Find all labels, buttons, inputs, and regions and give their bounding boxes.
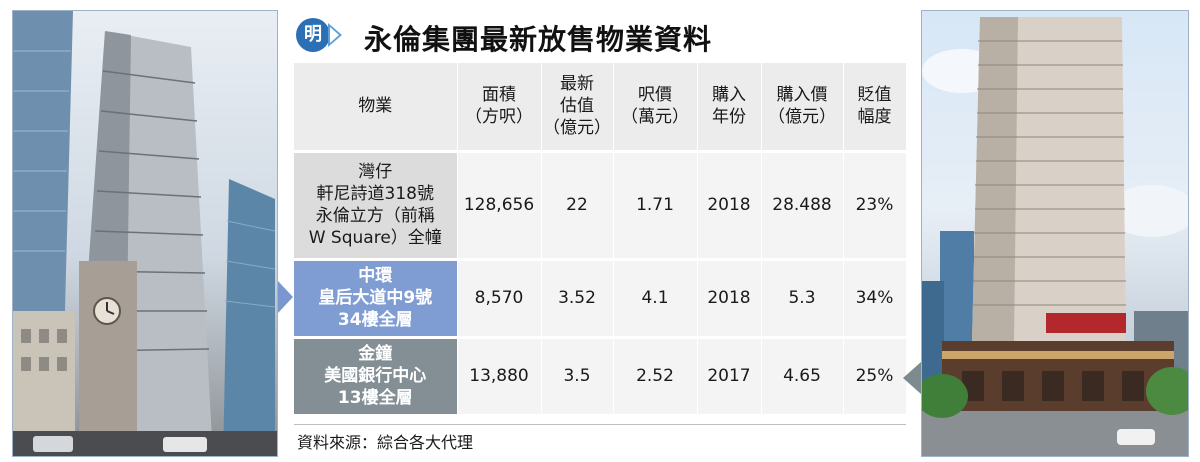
property-name-cell: 金鐘 美國銀行中心 13樓全層 [294,337,458,417]
table-bottom-divider [294,424,906,425]
col-header-valuation: 最新 估值 （億元） [541,63,614,153]
area-cell: 8,570 [457,259,542,339]
page-title: 永倫集團最新放售物業資料 [364,23,713,56]
pointer-arrow-left [278,281,293,313]
price-cell: 5.3 [761,259,844,339]
year-cell: 2018 [697,151,762,261]
area-cell: 13,880 [457,337,542,417]
table-row: 灣仔 軒尼詩道318號 永倫立方（前稱 W Square）全幢 128,656 … [294,151,907,261]
year-cell: 2017 [697,337,762,417]
area-cell: 128,656 [457,151,542,261]
pointer-arrow-right [903,362,921,394]
price-cell: 28.488 [761,151,844,261]
newspaper-badge-icon: 明 [296,18,330,52]
psf-cell: 2.52 [613,337,698,417]
col-header-year: 購入 年份 [697,63,762,153]
psf-cell: 4.1 [613,259,698,339]
table-row: 金鐘 美國銀行中心 13樓全層 13,880 3.5 2.52 2017 4.6… [294,337,907,417]
photo-w-square-building [12,10,278,457]
valuation-cell: 3.5 [541,337,614,417]
depreciation-cell: 34% [843,259,907,339]
valuation-cell: 3.52 [541,259,614,339]
psf-cell: 1.71 [613,151,698,261]
valuation-cell: 22 [541,151,614,261]
depreciation-cell: 23% [843,151,907,261]
year-cell: 2018 [697,259,762,339]
source-note: 資料來源：綜合各大代理 [297,433,474,452]
property-name-cell: 灣仔 軒尼詩道318號 永倫立方（前稱 W Square）全幢 [294,151,458,261]
property-name-cell: 中環 皇后大道中9號 34樓全層 [294,259,458,339]
col-header-price: 購入價 （億元） [761,63,844,153]
photo-bank-of-america-tower [921,10,1189,457]
table-header-row: 物業 面積 （方呎） 最新 估值 （億元） 呎價 （萬元） 購入 年份 購入價 … [294,63,907,153]
price-cell: 4.65 [761,337,844,417]
col-header-depreciation: 貶值 幅度 [843,63,907,153]
col-header-psf: 呎價 （萬元） [613,63,698,153]
table-header: 明 永倫集團最新放售物業資料 [294,14,906,60]
table-row: 中環 皇后大道中9號 34樓全層 8,570 3.52 4.1 2018 5.3… [294,259,907,339]
depreciation-cell: 25% [843,337,907,417]
property-table: 物業 面積 （方呎） 最新 估值 （億元） 呎價 （萬元） 購入 年份 購入價 … [294,63,907,417]
col-header-area: 面積 （方呎） [457,63,542,153]
badge-arrow-inner-icon [330,27,339,43]
col-header-property: 物業 [294,63,458,153]
